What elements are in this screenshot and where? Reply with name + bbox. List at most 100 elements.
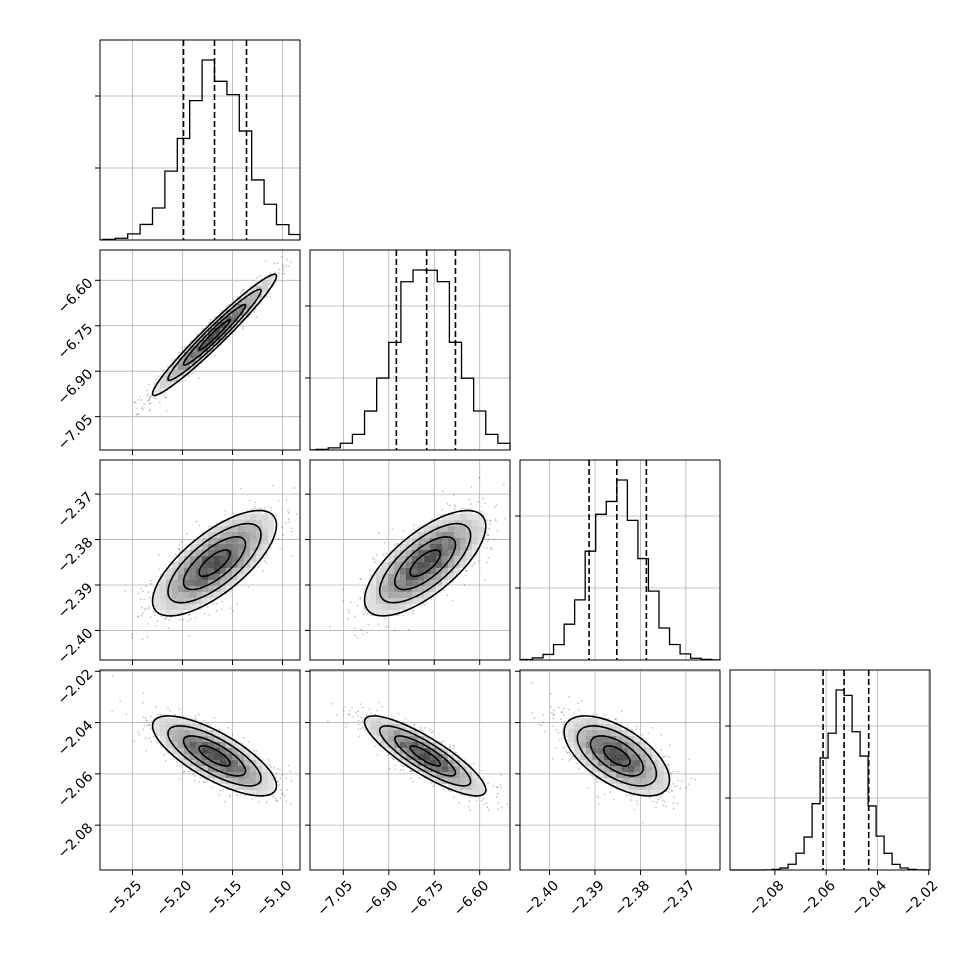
sample-point xyxy=(285,800,287,802)
density-cell xyxy=(208,322,214,328)
sample-point xyxy=(174,714,177,716)
density-cell xyxy=(238,538,244,544)
density-cell xyxy=(172,376,178,382)
sample-point xyxy=(178,548,180,551)
density-cell xyxy=(190,556,196,562)
sample-point xyxy=(482,798,485,800)
density-cell xyxy=(244,790,250,796)
density-cell xyxy=(178,730,184,736)
panel-content xyxy=(100,670,300,870)
sample-point xyxy=(347,617,349,620)
sample-point xyxy=(153,735,155,738)
density-cell xyxy=(214,544,220,550)
sample-point xyxy=(349,601,352,604)
sample-point xyxy=(281,774,284,776)
density-cell xyxy=(454,550,460,556)
sample-point xyxy=(453,494,455,496)
sample-point xyxy=(222,789,224,792)
sample-point xyxy=(409,770,412,773)
scatter-panel-3-1: −2.40−2.39−2.38−2.37 xyxy=(55,459,301,667)
density-cell xyxy=(232,766,238,772)
density-cell xyxy=(244,556,250,562)
sample-point xyxy=(280,789,282,791)
density-cell xyxy=(208,766,214,772)
y-tick-label-4-2: −2.06 xyxy=(55,769,97,811)
density-cell xyxy=(238,526,244,532)
density-cell xyxy=(250,292,256,298)
sample-point xyxy=(148,723,151,726)
density-cell xyxy=(160,382,166,388)
density-cell xyxy=(382,574,388,580)
density-cell xyxy=(172,574,178,580)
density-cell xyxy=(442,556,448,562)
sample-point xyxy=(150,582,153,585)
density-cell xyxy=(190,730,196,736)
density-cell xyxy=(454,556,460,562)
sample-point xyxy=(149,409,151,411)
sample-point xyxy=(255,749,258,752)
density-cell xyxy=(454,568,460,574)
hist-panel-4 xyxy=(725,669,931,871)
sample-point xyxy=(192,773,195,776)
sample-point xyxy=(232,298,235,301)
density-cell xyxy=(244,748,250,754)
sample-point xyxy=(361,726,364,729)
density-cell xyxy=(178,370,184,376)
sample-point xyxy=(147,393,149,396)
density-cell xyxy=(154,718,160,724)
sample-point xyxy=(147,606,150,608)
sample-point xyxy=(446,502,449,505)
density-cell xyxy=(436,544,442,550)
sample-point xyxy=(234,302,237,304)
density-cell xyxy=(400,556,406,562)
density-cell xyxy=(184,352,190,358)
sample-point xyxy=(159,714,162,716)
panel-frame xyxy=(729,669,931,871)
density-cell xyxy=(232,784,238,790)
sample-point xyxy=(197,713,200,716)
density-cell xyxy=(220,322,226,328)
sample-point xyxy=(133,740,136,742)
density-cell xyxy=(244,544,250,550)
density-cell xyxy=(154,388,160,394)
sample-point xyxy=(140,587,143,590)
density-cell xyxy=(430,520,436,526)
density-cell xyxy=(220,526,226,532)
density-cell xyxy=(166,724,172,730)
density-cell xyxy=(250,544,256,550)
density-cell xyxy=(472,532,478,538)
sample-point xyxy=(335,714,338,716)
density-cell xyxy=(202,532,208,538)
density-cell xyxy=(262,520,268,526)
panel-frame xyxy=(309,249,511,451)
sample-point xyxy=(152,610,155,613)
sample-point xyxy=(481,497,484,500)
density-cell xyxy=(166,604,172,610)
sample-point xyxy=(347,713,350,716)
y-tick-label-4-3: −2.04 xyxy=(55,718,97,760)
sample-point xyxy=(140,399,142,401)
density-cell xyxy=(178,742,184,748)
sample-point xyxy=(470,503,472,506)
sample-point xyxy=(156,741,158,744)
density-cell xyxy=(460,538,466,544)
density-cell xyxy=(424,562,430,568)
sample-point xyxy=(485,547,488,549)
density-cell xyxy=(376,604,382,610)
sample-point xyxy=(263,507,266,510)
sample-point xyxy=(496,530,499,532)
sample-point xyxy=(162,369,165,372)
density-cell xyxy=(220,754,226,760)
sample-point xyxy=(203,612,206,615)
density-cell xyxy=(262,532,268,538)
density-cell xyxy=(184,604,190,610)
sample-point xyxy=(443,740,446,742)
sample-point xyxy=(285,522,287,524)
density-cell xyxy=(172,604,178,610)
density-cell xyxy=(232,568,238,574)
density-cell xyxy=(226,766,232,772)
density-cell xyxy=(394,580,400,586)
sample-point xyxy=(182,771,185,774)
density-cell xyxy=(214,538,220,544)
sample-point xyxy=(475,800,478,802)
